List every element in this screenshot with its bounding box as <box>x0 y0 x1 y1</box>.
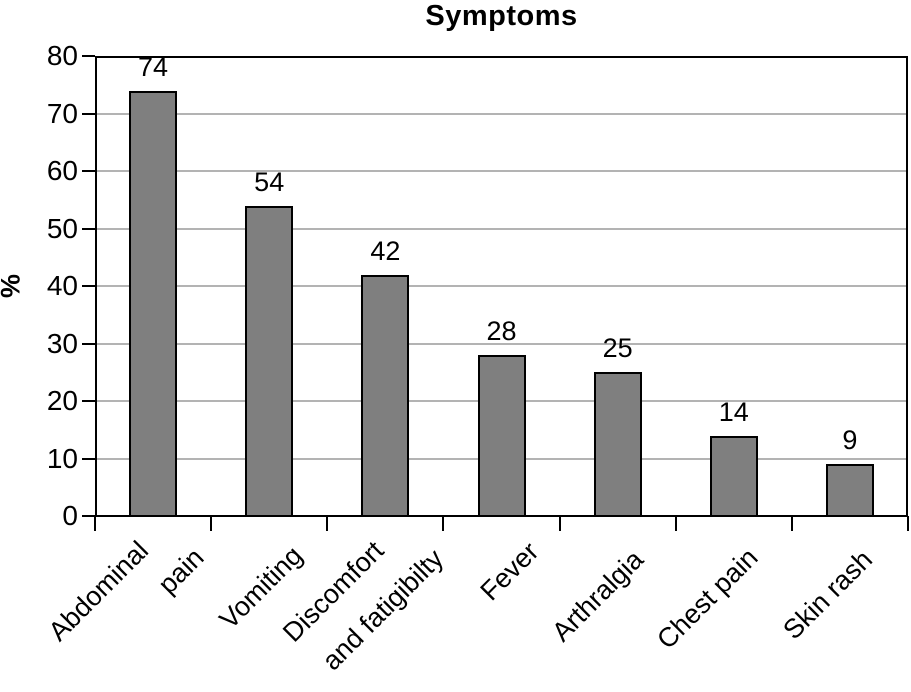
bar <box>709 435 758 517</box>
x-category-label: Fever <box>474 536 545 607</box>
x-tick <box>558 516 561 531</box>
bar <box>245 205 294 517</box>
bar-value-label: 25 <box>602 333 633 364</box>
x-tick <box>674 516 677 531</box>
y-tick-label: 20 <box>46 385 78 416</box>
x-tick <box>94 516 96 531</box>
x-category-label: Abdominal <box>43 535 155 647</box>
x-tick <box>326 516 329 531</box>
gridline <box>97 112 906 115</box>
y-tick <box>82 400 95 402</box>
y-tick <box>82 227 95 230</box>
bar <box>129 90 178 517</box>
y-tick-label: 40 <box>46 270 78 301</box>
x-tick <box>907 516 909 531</box>
y-tick <box>82 457 95 460</box>
bar-value-label: 14 <box>718 396 749 427</box>
bar <box>825 464 874 517</box>
y-tick-label: 50 <box>46 212 78 244</box>
bar <box>477 355 526 517</box>
y-tick-label: 70 <box>46 97 78 129</box>
bar-value-label: 54 <box>254 166 285 197</box>
y-tick-label: 60 <box>46 155 78 186</box>
bar-value-label: 28 <box>486 316 517 346</box>
y-tick <box>82 170 95 172</box>
bar-value-label: 74 <box>138 51 169 82</box>
y-tick-label: 80 <box>46 40 78 71</box>
x-category-label: Chest pain <box>651 542 764 655</box>
bar-value-label: 42 <box>370 235 401 266</box>
y-tick <box>82 55 95 57</box>
y-tick-label: 0 <box>62 500 78 531</box>
x-tick <box>790 516 793 531</box>
bar <box>361 274 410 517</box>
x-category-label: and fatigibilty <box>316 543 450 676</box>
x-category-label: Arthralgia <box>546 544 650 648</box>
y-tick-label: 30 <box>46 327 78 359</box>
chart-title: Symptoms <box>425 0 578 32</box>
bar <box>593 372 642 517</box>
x-category-label: Skin rash <box>777 544 879 646</box>
gridline <box>97 227 906 230</box>
x-category-label: pain <box>152 542 210 600</box>
y-tick <box>82 342 95 345</box>
y-tick-label: 10 <box>46 442 78 474</box>
y-tick <box>82 112 95 115</box>
y-tick <box>82 515 95 517</box>
gridline <box>97 342 906 345</box>
gridline <box>97 285 906 287</box>
bar-value-label: 9 <box>842 425 858 456</box>
x-tick <box>210 516 213 531</box>
x-tick <box>442 516 445 531</box>
y-tick <box>82 285 95 287</box>
gridline <box>97 170 906 172</box>
